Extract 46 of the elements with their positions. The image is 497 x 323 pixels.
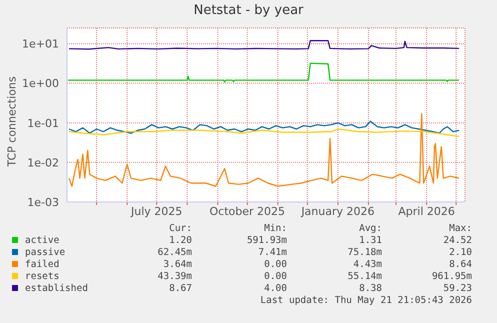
text: 59.23: [442, 283, 472, 295]
y-tick-label: 1e+01: [22, 38, 59, 51]
text: 4.00: [263, 283, 287, 295]
text: Cur:: [168, 223, 192, 235]
text: 24.52: [442, 235, 472, 247]
x-tick-label: April 2026: [398, 204, 455, 218]
text: 8.38: [358, 283, 382, 295]
text: Min:: [263, 223, 287, 235]
text: 961.95m: [430, 271, 472, 283]
legend-label: active: [24, 235, 60, 247]
text: 7.41m: [257, 247, 287, 259]
text: Last update: Thu May 21 21:05:43 2026: [259, 295, 472, 307]
text: 4.43m: [352, 259, 382, 271]
text: 591.93m: [246, 235, 287, 247]
text: 75.18m: [346, 247, 382, 259]
y-tick-label: 1e-01: [27, 116, 59, 130]
y-axis-title: TCP connections: [6, 75, 18, 169]
text: 0.00: [263, 259, 287, 271]
text: 8.67: [168, 283, 192, 295]
text: 43.39m: [156, 271, 192, 283]
text: 3.64m: [162, 259, 192, 271]
x-tick-label: January 2026: [300, 204, 375, 218]
text: Avg:: [358, 223, 382, 235]
text: 0.00: [263, 271, 287, 283]
line-series: [68, 128, 460, 138]
x-tick-label: July 2025: [130, 204, 182, 218]
x-tick-label: October 2025: [210, 204, 286, 218]
text: 1.31: [358, 235, 382, 247]
line-series: [68, 40, 460, 50]
line-series: [67, 62, 460, 83]
legend-label: failed: [24, 259, 60, 271]
line-series: [68, 120, 460, 134]
y-tick-label: 1e+00: [22, 77, 59, 90]
legend-label: established: [24, 283, 89, 295]
text: 1.20: [168, 235, 192, 247]
legend-label: passive: [24, 247, 66, 259]
line-series: [68, 113, 460, 187]
text: 62.45m: [156, 247, 192, 259]
text: 2.10: [448, 247, 472, 259]
text: Max:: [448, 223, 472, 235]
y-tick-label: 1e-02: [27, 156, 59, 170]
chart-title: Netstat - by year: [192, 3, 304, 18]
text: 55.14m: [346, 271, 382, 283]
y-tick-label: 1e-03: [27, 196, 59, 209]
text: 8.64: [448, 259, 472, 271]
legend-label: resets: [24, 271, 60, 283]
